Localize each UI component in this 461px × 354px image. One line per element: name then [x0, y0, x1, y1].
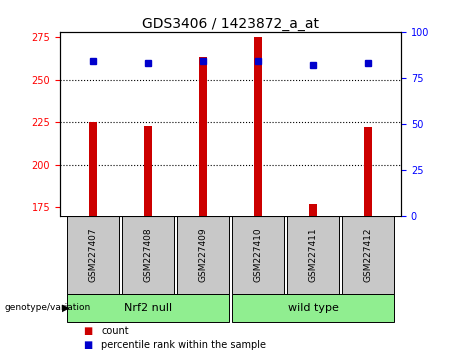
- Text: GSM227409: GSM227409: [199, 228, 207, 282]
- Bar: [144, 126, 152, 216]
- FancyBboxPatch shape: [122, 216, 174, 294]
- FancyBboxPatch shape: [231, 294, 395, 322]
- FancyBboxPatch shape: [342, 216, 395, 294]
- Bar: [89, 122, 97, 216]
- Text: GSM227411: GSM227411: [308, 228, 318, 282]
- FancyBboxPatch shape: [287, 216, 339, 294]
- Text: GSM227410: GSM227410: [254, 228, 262, 282]
- Bar: [364, 127, 372, 216]
- Bar: [199, 57, 207, 216]
- FancyBboxPatch shape: [66, 216, 119, 294]
- Title: GDS3406 / 1423872_a_at: GDS3406 / 1423872_a_at: [142, 17, 319, 31]
- FancyBboxPatch shape: [231, 216, 284, 294]
- Bar: [254, 37, 262, 216]
- FancyBboxPatch shape: [177, 216, 230, 294]
- Text: GSM227412: GSM227412: [364, 228, 372, 282]
- Text: ■: ■: [83, 326, 92, 336]
- FancyBboxPatch shape: [66, 294, 230, 322]
- Text: GSM227408: GSM227408: [143, 228, 153, 282]
- Text: Nrf2 null: Nrf2 null: [124, 303, 172, 313]
- Bar: [309, 204, 317, 216]
- Text: wild type: wild type: [288, 303, 338, 313]
- Text: genotype/variation: genotype/variation: [5, 303, 91, 313]
- Text: ▶: ▶: [62, 303, 70, 313]
- Text: percentile rank within the sample: percentile rank within the sample: [101, 340, 266, 350]
- Text: count: count: [101, 326, 129, 336]
- Text: GSM227407: GSM227407: [89, 228, 97, 282]
- Text: ■: ■: [83, 340, 92, 350]
